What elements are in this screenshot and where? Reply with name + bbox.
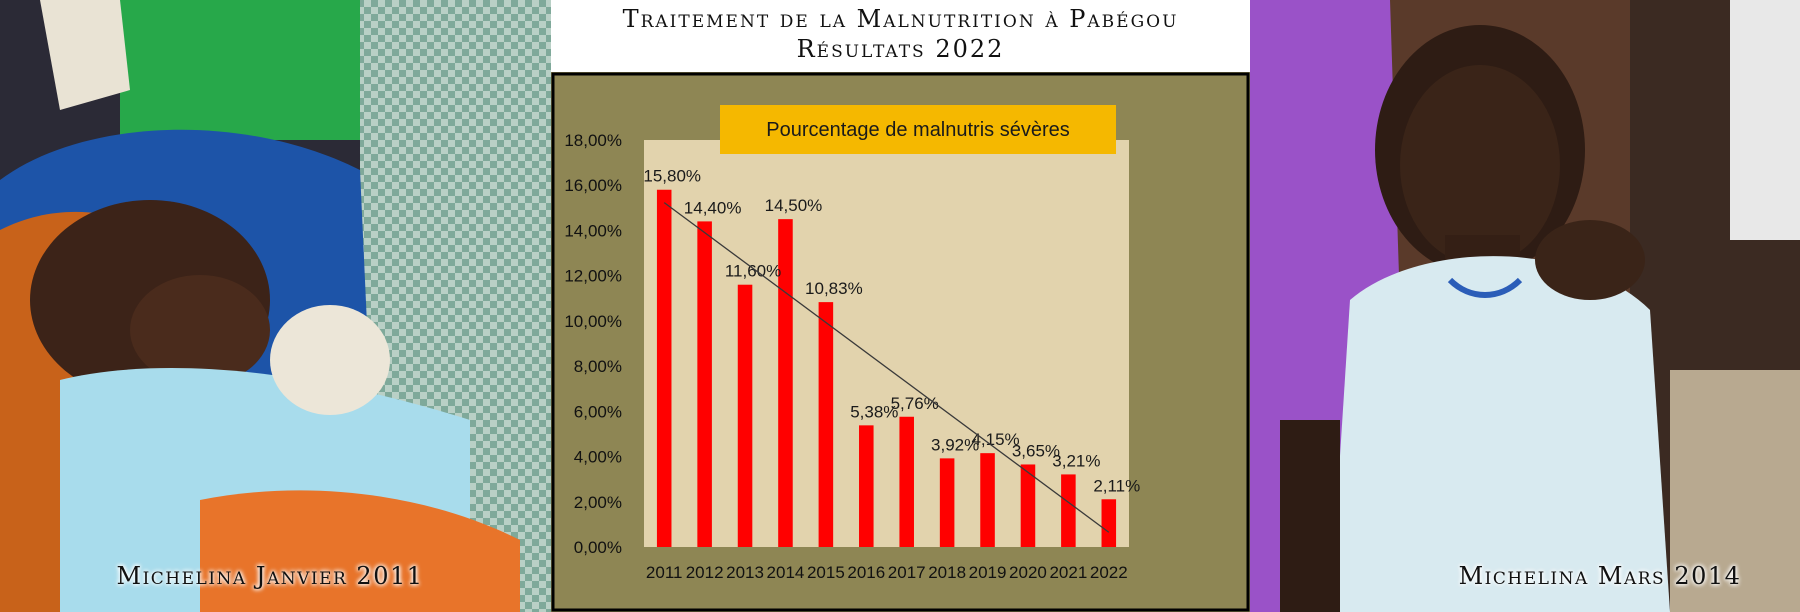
y-tick-label: 2,00% <box>574 493 622 512</box>
page-title: Traitement de la Malnutrition à Pabégou <box>622 5 1179 33</box>
bar-2021 <box>1061 474 1076 547</box>
chart-border <box>551 72 1250 612</box>
bar-2022 <box>1101 499 1117 547</box>
data-label-2020: 3,65% <box>1012 441 1060 460</box>
x-tick-label: 2012 <box>686 563 724 582</box>
y-tick-label: 10,00% <box>564 312 622 331</box>
bar-chart: Pourcentage de malnutris sévères 0,00% 2,… <box>551 72 1250 612</box>
photo-infant-image <box>0 0 551 612</box>
photo-caption-right: Michelina Mars 2014 <box>1458 562 1742 590</box>
bar-2020 <box>1020 464 1036 547</box>
x-tick-label: 2014 <box>767 563 805 582</box>
data-label-2021: 3,21% <box>1052 451 1100 470</box>
data-label-2012: 14,40% <box>684 198 742 217</box>
y-tick-label: 8,00% <box>574 357 622 376</box>
trendline <box>663 202 1110 533</box>
photo-caption-left: Michelina Janvier 2011 <box>116 562 424 590</box>
y-tick-label: 0,00% <box>574 538 622 557</box>
data-label-2018: 3,92% <box>931 435 979 454</box>
y-axis: 0,00% 2,00% 4,00% 6,00% 8,00% 10,00% 12,00% 14,… <box>564 131 622 557</box>
bar-2016 <box>859 425 874 547</box>
y-tick-label: 14,00% <box>564 221 622 240</box>
y-tick-label: 6,00% <box>574 402 622 421</box>
plot-area <box>644 140 1129 547</box>
legend-box <box>720 105 1116 154</box>
x-tick-label: 2013 <box>726 563 764 582</box>
data-labels: 15,80% 14,40% 11,60% 14,50% 10,83% 5,38%5,76%… <box>643 167 1140 496</box>
chart-panel: Pourcentage de malnutris sévères 0,00% 2,… <box>551 72 1250 612</box>
bar-2013 <box>737 284 753 547</box>
x-tick-label: 2022 <box>1090 563 1128 582</box>
y-tick-label: 12,00% <box>564 267 622 286</box>
x-tick-label: 2020 <box>1009 563 1047 582</box>
y-tick-label: 4,00% <box>574 448 622 467</box>
x-tick-label: 2011 <box>646 563 683 582</box>
bar-2019 <box>980 453 995 547</box>
bar-2015 <box>818 302 834 547</box>
bar-2017 <box>899 416 914 547</box>
bar-2018 <box>939 458 955 547</box>
bar-2012 <box>697 221 712 547</box>
x-tick-label: 2015 <box>807 563 845 582</box>
y-tick-label: 16,00% <box>564 176 622 195</box>
x-tick-label: 2016 <box>847 563 885 582</box>
data-label-2013: 11,60% <box>725 262 781 281</box>
photo-girl-image <box>1250 0 1800 612</box>
x-tick-label: 2017 <box>888 563 926 582</box>
x-tick-label: 2019 <box>969 563 1007 582</box>
page-subtitle: Résultats 2022 <box>796 35 1005 63</box>
header: Traitement de la Malnutrition à Pabégou … <box>551 0 1250 70</box>
bar-2011 <box>656 189 672 547</box>
bar-2014 <box>778 219 793 547</box>
data-label-2017: 5,76% <box>891 394 939 413</box>
data-label-2015: 10,83% <box>805 279 863 298</box>
x-axis: 2011 2012 2013 2014 2015 2016 2017 2018 2019 2020… <box>646 563 1128 582</box>
y-tick-label: 18,00% <box>564 131 622 150</box>
bars <box>656 189 1117 547</box>
photo-girl-2014: Michelina Mars 2014 <box>1250 0 1800 612</box>
data-label-2016: 5,38% <box>850 402 898 421</box>
data-label-2011: 15,80% <box>643 167 701 186</box>
data-label-2022: 2,11% <box>1093 476 1140 495</box>
x-tick-label: 2021 <box>1049 563 1087 582</box>
data-label-2019: 4,15% <box>971 430 1019 449</box>
data-label-2014: 14,50% <box>765 196 823 215</box>
chart-legend-title: Pourcentage de malnutris sévères <box>766 119 1070 141</box>
photo-infant-2011: Michelina Janvier 2011 <box>0 0 551 612</box>
x-tick-label: 2018 <box>928 563 966 582</box>
